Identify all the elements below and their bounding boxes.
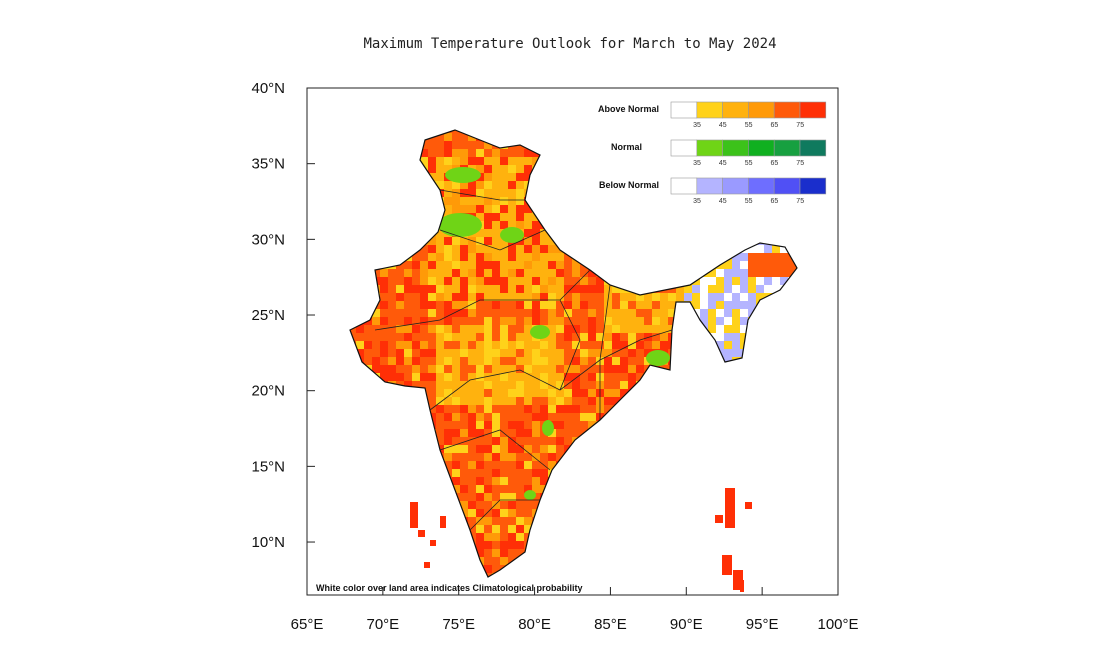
legend-tick: 35 (693, 122, 701, 129)
map-title: Maximum Temperature Outlook for March to… (363, 36, 777, 52)
legend-tick: 75 (796, 160, 804, 167)
legend-swatch (799, 177, 827, 195)
y-tick-label: 25°N (251, 307, 285, 324)
island-cell (410, 502, 418, 528)
x-tick-label: 65°E (291, 616, 324, 633)
x-tick-label: 90°E (670, 616, 703, 633)
x-tick-label: 95°E (746, 616, 779, 633)
legend-swatch (748, 139, 775, 157)
axis-ticks: 65°E 70°E 75°E 80°E 85°E 90°E 95°E 100°E 40°N 35°… (251, 80, 858, 633)
island-cell (745, 502, 752, 509)
state-boundary (439, 429, 551, 471)
legend-tick: 55 (745, 198, 753, 205)
legend-tick: 75 (796, 198, 804, 205)
legend-swatch (670, 177, 698, 195)
islands (410, 488, 752, 592)
legend-swatch (696, 139, 723, 157)
y-tick-label: 30°N (251, 231, 285, 248)
x-tick-label: 70°E (367, 616, 400, 633)
island-cell (418, 530, 425, 537)
legend-swatch (722, 177, 749, 195)
island-cell (430, 540, 436, 546)
legend-swatch (722, 101, 749, 119)
legend-swatch (696, 101, 723, 119)
island-cell (722, 555, 732, 575)
legend-tick: 65 (771, 198, 779, 205)
legend-tick: 65 (771, 160, 779, 167)
legend-tick: 65 (771, 122, 779, 129)
legend-label: Normal (611, 142, 642, 152)
map-note: White color over land area indicates Cli… (316, 583, 583, 593)
state-boundary (439, 189, 525, 201)
legend: Above Normal 35 45 55 65 75 Normal 35 45 55 65 75 Be… (598, 101, 827, 205)
legend-tick: 45 (719, 122, 727, 129)
y-tick-label: 20°N (251, 383, 285, 400)
legend-swatch (748, 101, 775, 119)
island-cell (740, 580, 744, 592)
state-boundary (559, 299, 581, 391)
legend-swatch (773, 101, 801, 119)
legend-swatch (799, 139, 827, 157)
legend-swatch (696, 177, 723, 195)
legend-swatch (748, 177, 775, 195)
legend-swatch (722, 139, 749, 157)
legend-swatch (799, 101, 827, 119)
x-tick-label: 80°E (518, 616, 551, 633)
island-cell (440, 516, 446, 528)
legend-tick: 45 (719, 160, 727, 167)
y-tick-label: 35°N (251, 156, 285, 173)
x-tick-label: 85°E (594, 616, 627, 633)
legend-tick: 55 (745, 122, 753, 129)
legend-tick: 45 (719, 198, 727, 205)
state-boundary (374, 269, 591, 331)
legend-label: Above Normal (598, 104, 659, 114)
island-cell (725, 488, 735, 528)
legend-swatch (773, 177, 801, 195)
y-tick-label: 10°N (251, 534, 285, 551)
state-boundary (599, 284, 611, 420)
legend-label: Below Normal (599, 180, 659, 190)
legend-swatch (670, 101, 698, 119)
y-tick-label: 15°N (251, 458, 285, 475)
legend-tick: 75 (796, 122, 804, 129)
island-cell (715, 515, 723, 523)
legend-swatch (670, 139, 698, 157)
island-cell (733, 570, 743, 590)
legend-tick: 55 (745, 160, 753, 167)
island-cell (424, 562, 430, 568)
legend-tick: 35 (693, 198, 701, 205)
state-boundary (469, 499, 540, 531)
x-tick-label: 100°E (817, 616, 858, 633)
x-tick-label: 75°E (442, 616, 475, 633)
legend-tick: 35 (693, 160, 701, 167)
state-boundary (439, 229, 546, 251)
y-tick-label: 40°N (251, 80, 285, 97)
india-border (349, 129, 798, 578)
legend-swatch (773, 139, 801, 157)
